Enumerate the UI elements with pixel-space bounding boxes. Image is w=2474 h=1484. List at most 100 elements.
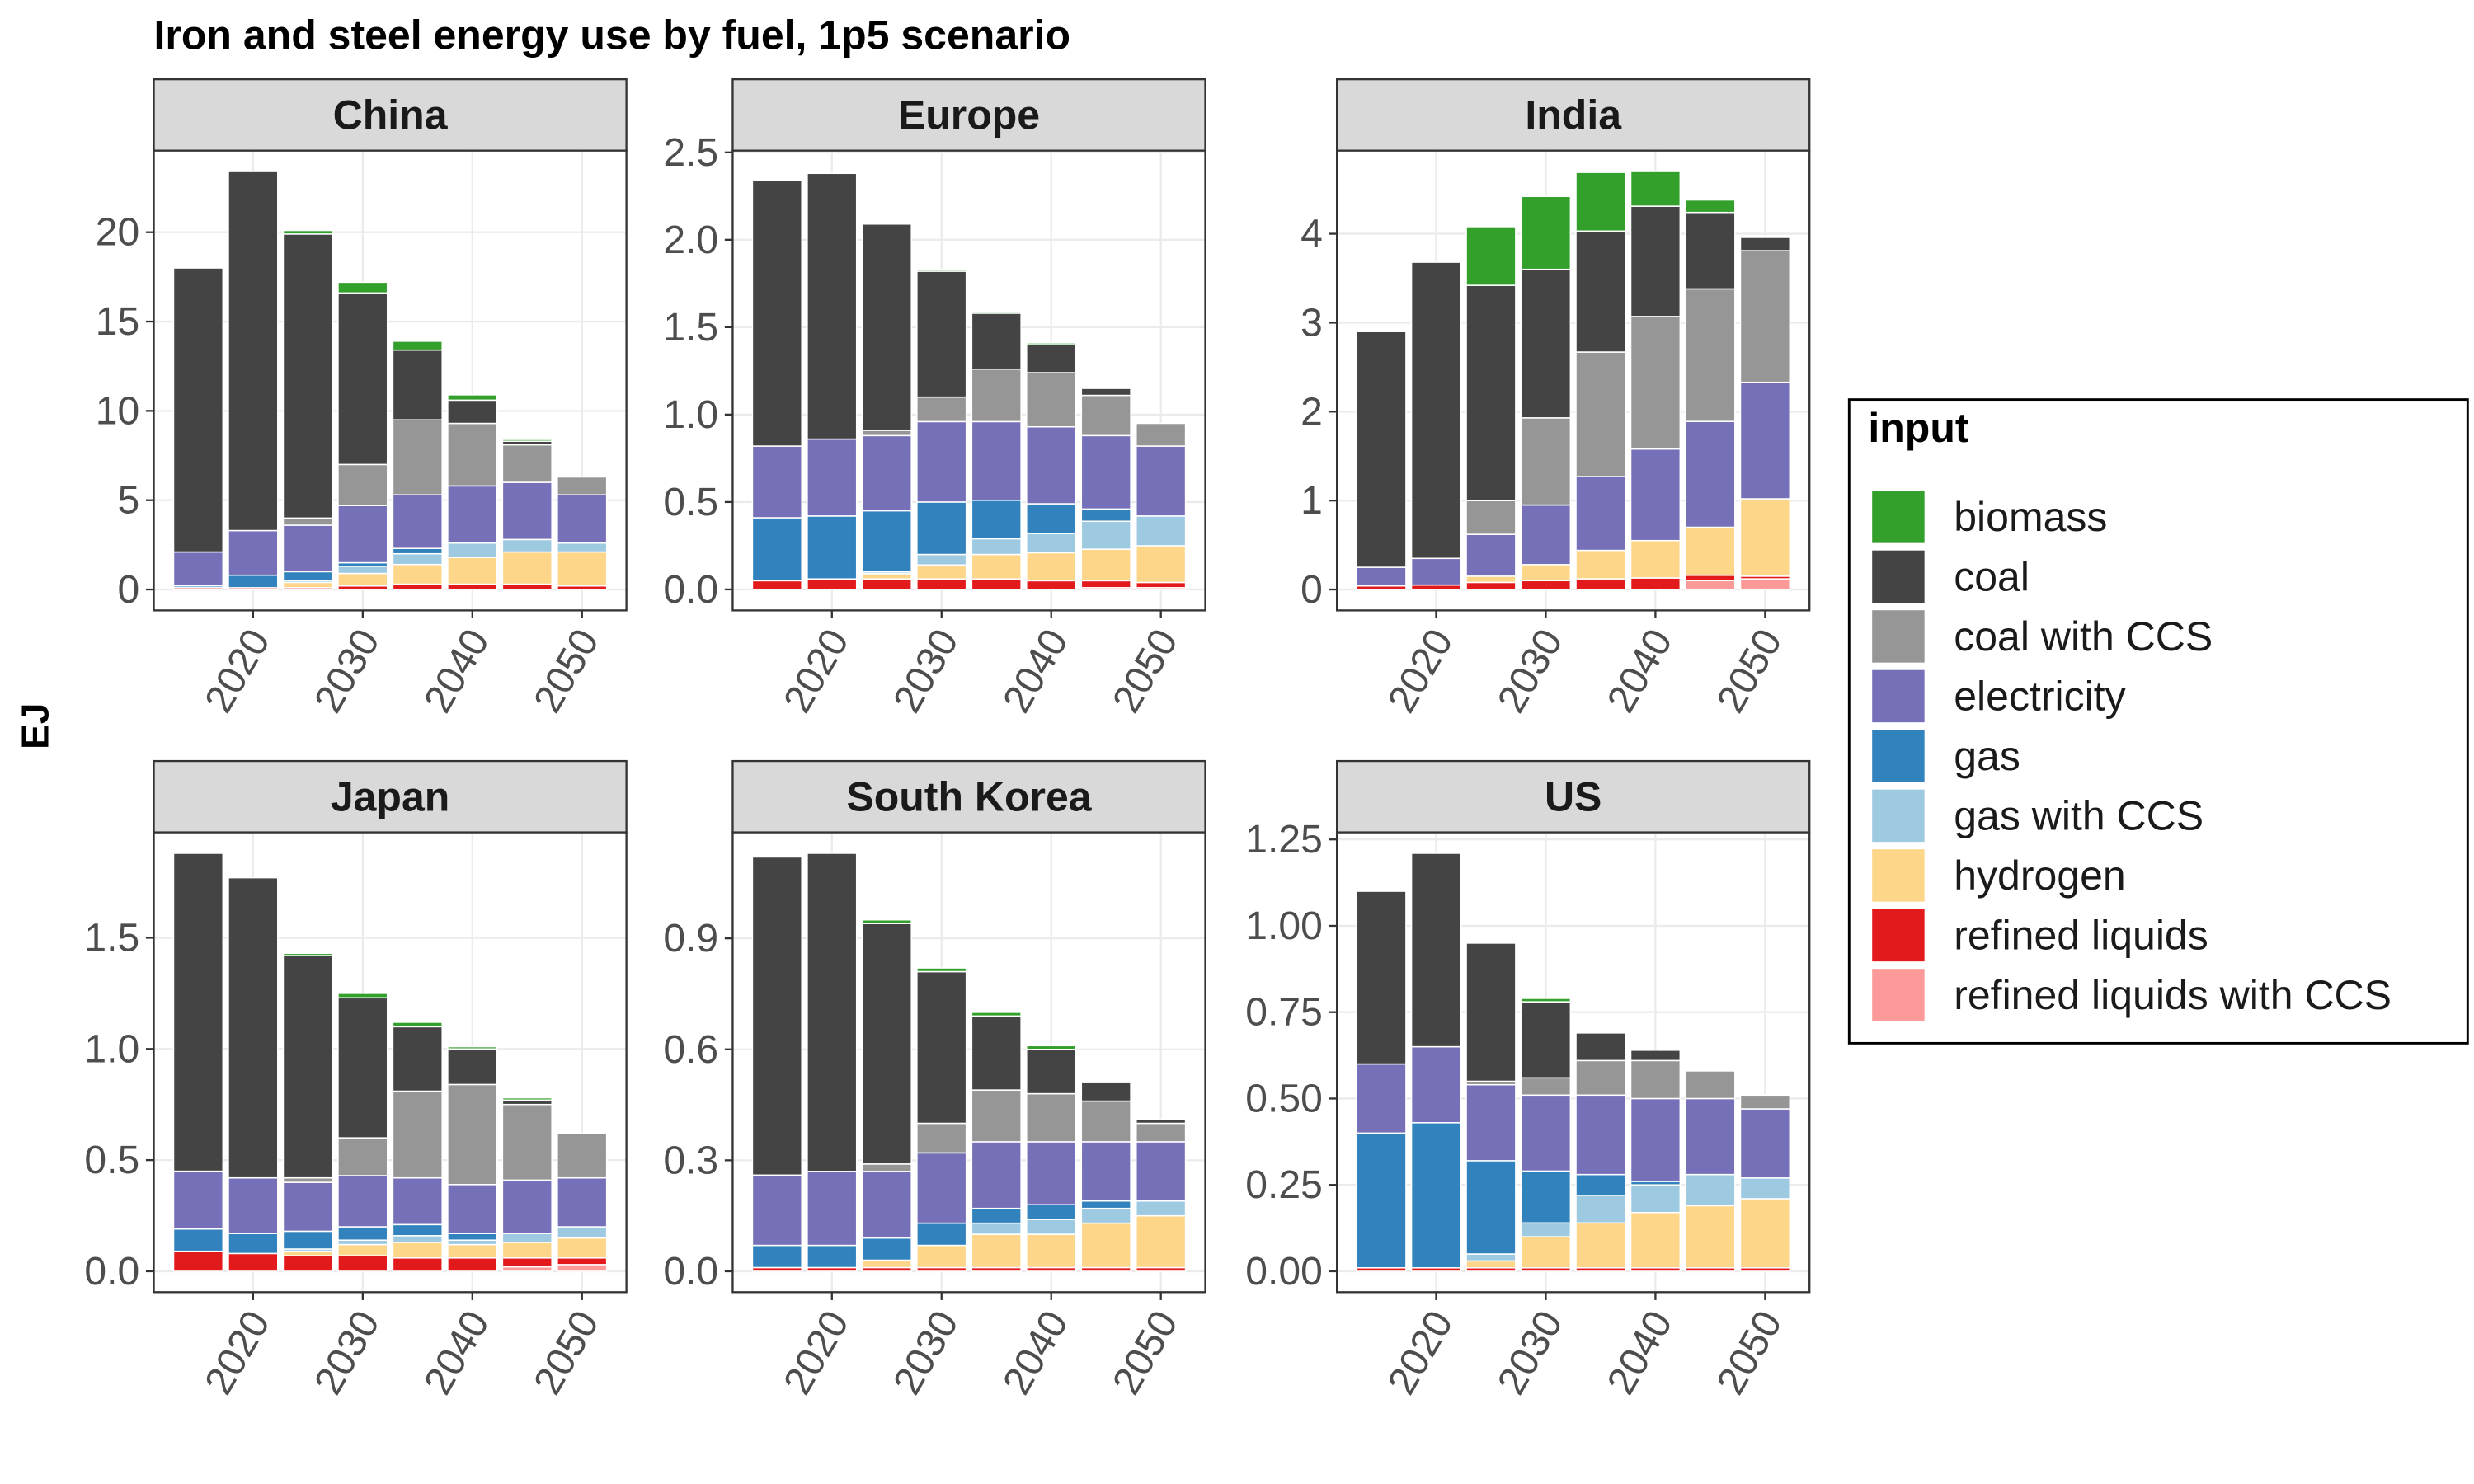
bar-segment xyxy=(1685,1097,1736,1176)
bar-segment xyxy=(861,223,912,431)
bar-segment xyxy=(337,1243,388,1256)
bar-segment xyxy=(1739,498,1791,577)
y-tick-label: 15 xyxy=(96,299,139,344)
bar-segment xyxy=(916,270,967,398)
bar-segment xyxy=(1739,250,1791,383)
bar-segment xyxy=(1575,1222,1626,1269)
bar-segment xyxy=(557,1132,608,1179)
bar-segment xyxy=(228,529,279,576)
bar-segment xyxy=(861,510,912,573)
bar-segment xyxy=(1520,1001,1572,1079)
bar-segment xyxy=(1136,1119,1187,1125)
bar-segment xyxy=(861,1259,912,1269)
panel-background xyxy=(732,832,1206,1293)
y-axis-label: EJ xyxy=(13,703,56,749)
bar-segment xyxy=(447,1048,498,1086)
bar-segment xyxy=(1465,1253,1517,1262)
bar-segment xyxy=(447,485,498,544)
bar-segment xyxy=(392,340,444,351)
bar-segment xyxy=(971,538,1022,556)
bar-segment xyxy=(1520,268,1572,419)
bar-segment xyxy=(501,1099,553,1106)
bar-segment xyxy=(282,233,334,519)
bar-segment xyxy=(751,580,802,590)
bar-segment xyxy=(1026,1048,1077,1095)
bar-segment xyxy=(1080,1222,1131,1269)
bar-segment xyxy=(916,501,967,556)
y-tick-label: 1.5 xyxy=(663,305,718,350)
bar-segment xyxy=(1575,1173,1626,1196)
bar-segment xyxy=(557,476,608,495)
bar-segment xyxy=(1520,564,1572,582)
bar-segment xyxy=(1520,195,1572,270)
bar-segment xyxy=(447,1233,498,1241)
bar-segment xyxy=(501,1179,553,1234)
bar-segment xyxy=(282,517,334,526)
bar-segment xyxy=(1685,580,1736,590)
bar-segment xyxy=(1356,890,1407,1065)
bar-segment xyxy=(1026,533,1077,554)
bar-segment xyxy=(1630,171,1681,207)
bar-segment xyxy=(501,1266,553,1272)
bar-segment xyxy=(861,918,912,924)
bar-segment xyxy=(1080,387,1131,397)
bar-segment xyxy=(971,311,1022,314)
panel-border xyxy=(1336,149,1811,612)
legend-swatch xyxy=(1870,848,1926,904)
bar-segment xyxy=(861,1171,912,1239)
bar-segment xyxy=(501,1233,553,1243)
bar-segment xyxy=(916,564,967,580)
bar-segment xyxy=(1410,1045,1462,1124)
bar-segment xyxy=(1575,171,1626,232)
bar-segment xyxy=(1080,434,1131,510)
bar-segment xyxy=(1630,1059,1681,1100)
legend-label: electricity xyxy=(1954,673,2125,719)
bar-segment xyxy=(337,1175,388,1228)
bar-segment xyxy=(1026,372,1077,428)
bar-segment xyxy=(337,566,388,575)
bar-segment xyxy=(282,571,334,581)
y-tick-label: 0 xyxy=(117,567,139,612)
bar-segment xyxy=(1520,1222,1572,1237)
bar-segment xyxy=(1080,520,1131,550)
bar-segment xyxy=(1739,1108,1791,1179)
bar-segment xyxy=(1080,548,1131,582)
y-tick-label: 1 xyxy=(1300,478,1323,523)
bar-segment xyxy=(1685,575,1736,582)
bar-segment xyxy=(1410,584,1462,590)
bar-segment xyxy=(807,172,858,440)
bar-segment xyxy=(751,1244,802,1269)
bar-segment xyxy=(807,1171,858,1247)
bar-segment xyxy=(392,1257,444,1272)
bar-segment xyxy=(861,1163,912,1172)
bar-segment xyxy=(916,553,967,566)
legend-swatch xyxy=(1870,668,1926,725)
bar-segment xyxy=(228,1252,279,1272)
bar-segment xyxy=(172,1228,224,1252)
legend-swatch xyxy=(1870,489,1926,545)
y-tick-label: 0.9 xyxy=(663,916,718,960)
bar-segment xyxy=(1685,526,1736,576)
bar-segment xyxy=(861,434,912,512)
bar-segment xyxy=(971,1012,1022,1017)
bar-segment xyxy=(1026,425,1077,505)
bar-segment xyxy=(228,1233,279,1255)
bar-segment xyxy=(1630,205,1681,317)
bar-segment xyxy=(1465,284,1517,501)
legend-label: hydrogen xyxy=(1954,852,2126,899)
bar-segment xyxy=(1520,1094,1572,1172)
bar-segment xyxy=(337,1255,388,1272)
legend-label: biomass xyxy=(1954,494,2107,540)
bar-segment xyxy=(1410,852,1462,1048)
bar-segment xyxy=(337,463,388,506)
bar-segment xyxy=(861,1237,912,1261)
bar-segment xyxy=(916,1152,967,1224)
bar-segment xyxy=(1465,581,1517,590)
bar-segment xyxy=(337,1137,388,1176)
bar-segment xyxy=(1026,1233,1077,1269)
bar-segment xyxy=(1575,549,1626,580)
bar-segment xyxy=(392,1176,444,1226)
bar-segment xyxy=(861,221,912,225)
bar-segment xyxy=(1465,942,1517,1082)
bar-segment xyxy=(282,1250,334,1256)
